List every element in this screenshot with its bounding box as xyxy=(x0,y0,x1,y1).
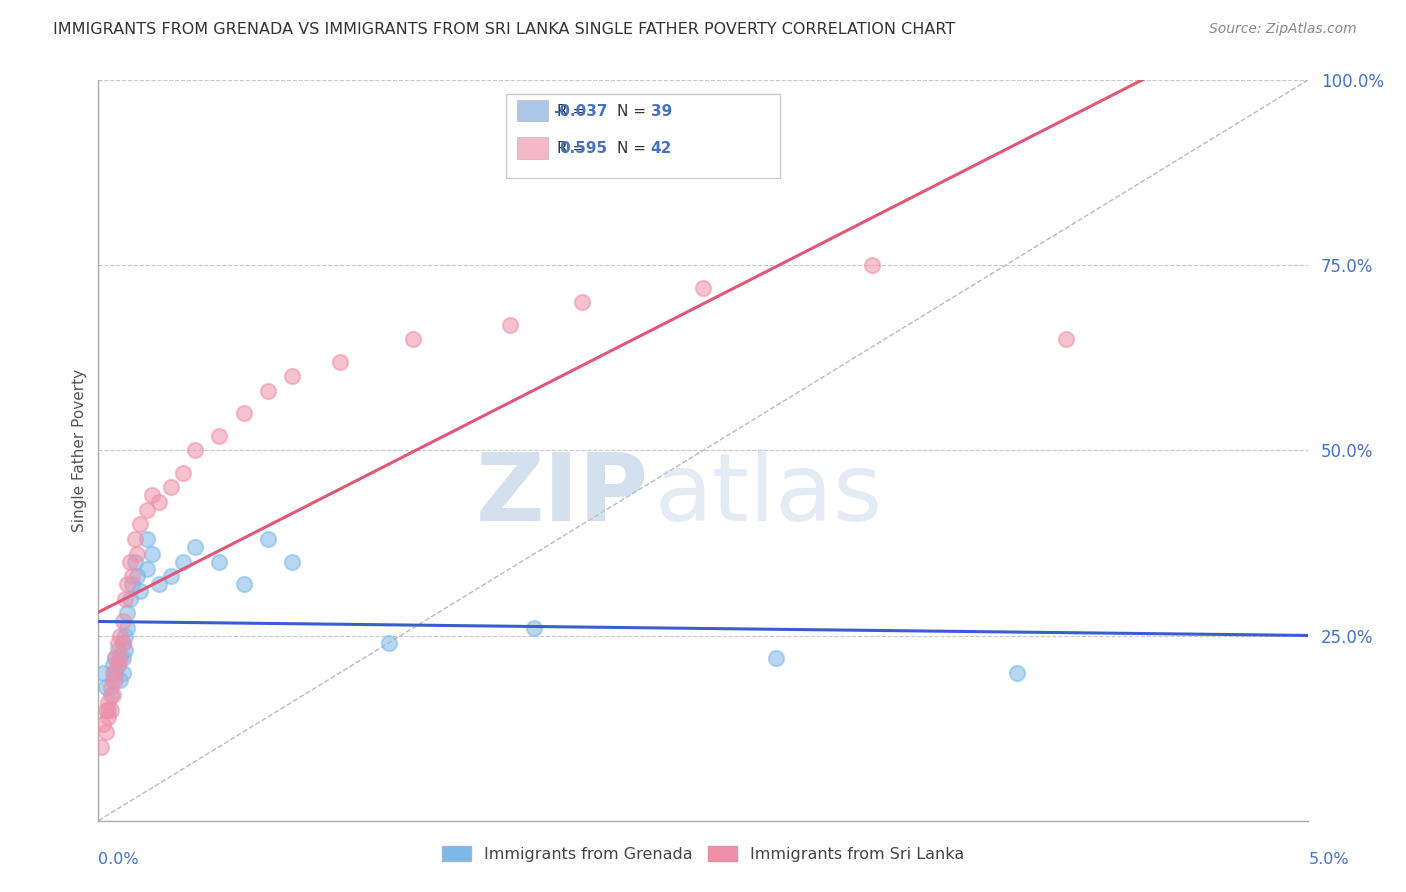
Text: ZIP: ZIP xyxy=(475,449,648,541)
Point xyxy=(127,547,149,561)
Point xyxy=(90,739,112,754)
Point xyxy=(107,643,129,657)
Point xyxy=(101,688,124,702)
Point xyxy=(111,614,134,628)
Point xyxy=(97,710,120,724)
Point xyxy=(104,665,127,680)
Point xyxy=(124,555,146,569)
Point xyxy=(135,533,157,547)
Point xyxy=(107,658,129,673)
Point xyxy=(232,576,254,591)
Point xyxy=(91,717,114,731)
Point xyxy=(117,576,139,591)
Point xyxy=(208,428,231,442)
Point xyxy=(94,724,117,739)
Point xyxy=(281,369,304,384)
Point xyxy=(765,650,787,665)
Point xyxy=(141,488,163,502)
Point xyxy=(117,621,139,635)
Text: 42: 42 xyxy=(651,142,672,156)
Point xyxy=(108,650,131,665)
Point xyxy=(114,628,136,642)
Point xyxy=(101,658,124,673)
Point xyxy=(172,555,194,569)
Point xyxy=(402,332,425,346)
Y-axis label: Single Father Poverty: Single Father Poverty xyxy=(72,369,87,532)
Point xyxy=(148,495,170,509)
Point xyxy=(107,636,129,650)
Point xyxy=(172,466,194,480)
Point xyxy=(1007,665,1029,680)
Point xyxy=(97,695,120,709)
Point xyxy=(117,607,139,621)
Text: N =: N = xyxy=(617,142,647,156)
Text: R =: R = xyxy=(557,142,585,156)
Point xyxy=(329,354,352,368)
Point xyxy=(108,673,131,687)
Point xyxy=(208,555,231,569)
Point xyxy=(100,688,122,702)
Point xyxy=(108,650,131,665)
Point xyxy=(692,280,714,294)
Text: 39: 39 xyxy=(651,104,672,119)
Point xyxy=(94,681,117,695)
Point xyxy=(523,621,546,635)
Text: 0.0%: 0.0% xyxy=(98,852,139,867)
Point xyxy=(128,584,150,599)
Text: 0.595: 0.595 xyxy=(560,142,607,156)
Point xyxy=(111,636,134,650)
Point xyxy=(184,443,207,458)
Point xyxy=(111,665,134,680)
Point xyxy=(101,673,124,687)
Point xyxy=(377,636,399,650)
Point xyxy=(160,480,183,494)
Point xyxy=(100,703,122,717)
Point xyxy=(104,650,127,665)
Legend: Immigrants from Grenada, Immigrants from Sri Lanka: Immigrants from Grenada, Immigrants from… xyxy=(436,839,970,868)
Point xyxy=(104,650,127,665)
Text: R =: R = xyxy=(557,104,585,119)
Point xyxy=(114,643,136,657)
Point xyxy=(108,628,131,642)
Text: N =: N = xyxy=(617,104,647,119)
Point xyxy=(118,591,141,606)
Text: 5.0%: 5.0% xyxy=(1309,852,1350,867)
Point xyxy=(128,517,150,532)
Point xyxy=(114,591,136,606)
Point xyxy=(124,533,146,547)
Point xyxy=(104,673,127,687)
Point xyxy=(256,384,278,399)
Point xyxy=(135,502,157,516)
Point xyxy=(94,703,117,717)
Point xyxy=(118,555,141,569)
Point xyxy=(1054,332,1077,346)
Point xyxy=(111,650,134,665)
Text: atlas: atlas xyxy=(655,449,883,541)
Text: -0.037: -0.037 xyxy=(553,104,607,119)
Text: Source: ZipAtlas.com: Source: ZipAtlas.com xyxy=(1209,22,1357,37)
Point xyxy=(111,636,134,650)
Point xyxy=(148,576,170,591)
Point xyxy=(121,576,143,591)
Point xyxy=(232,407,254,421)
Point xyxy=(141,547,163,561)
Text: IMMIGRANTS FROM GRENADA VS IMMIGRANTS FROM SRI LANKA SINGLE FATHER POVERTY CORRE: IMMIGRANTS FROM GRENADA VS IMMIGRANTS FR… xyxy=(53,22,956,37)
Point xyxy=(91,665,114,680)
Point xyxy=(100,681,122,695)
Point xyxy=(121,569,143,583)
Point xyxy=(498,318,520,332)
Point xyxy=(160,569,183,583)
Point xyxy=(860,259,883,273)
Point xyxy=(135,562,157,576)
Point xyxy=(281,555,304,569)
Point xyxy=(97,703,120,717)
Point xyxy=(571,295,593,310)
Point xyxy=(184,540,207,554)
Point xyxy=(127,569,149,583)
Point xyxy=(101,665,124,680)
Point xyxy=(107,658,129,673)
Point xyxy=(256,533,278,547)
